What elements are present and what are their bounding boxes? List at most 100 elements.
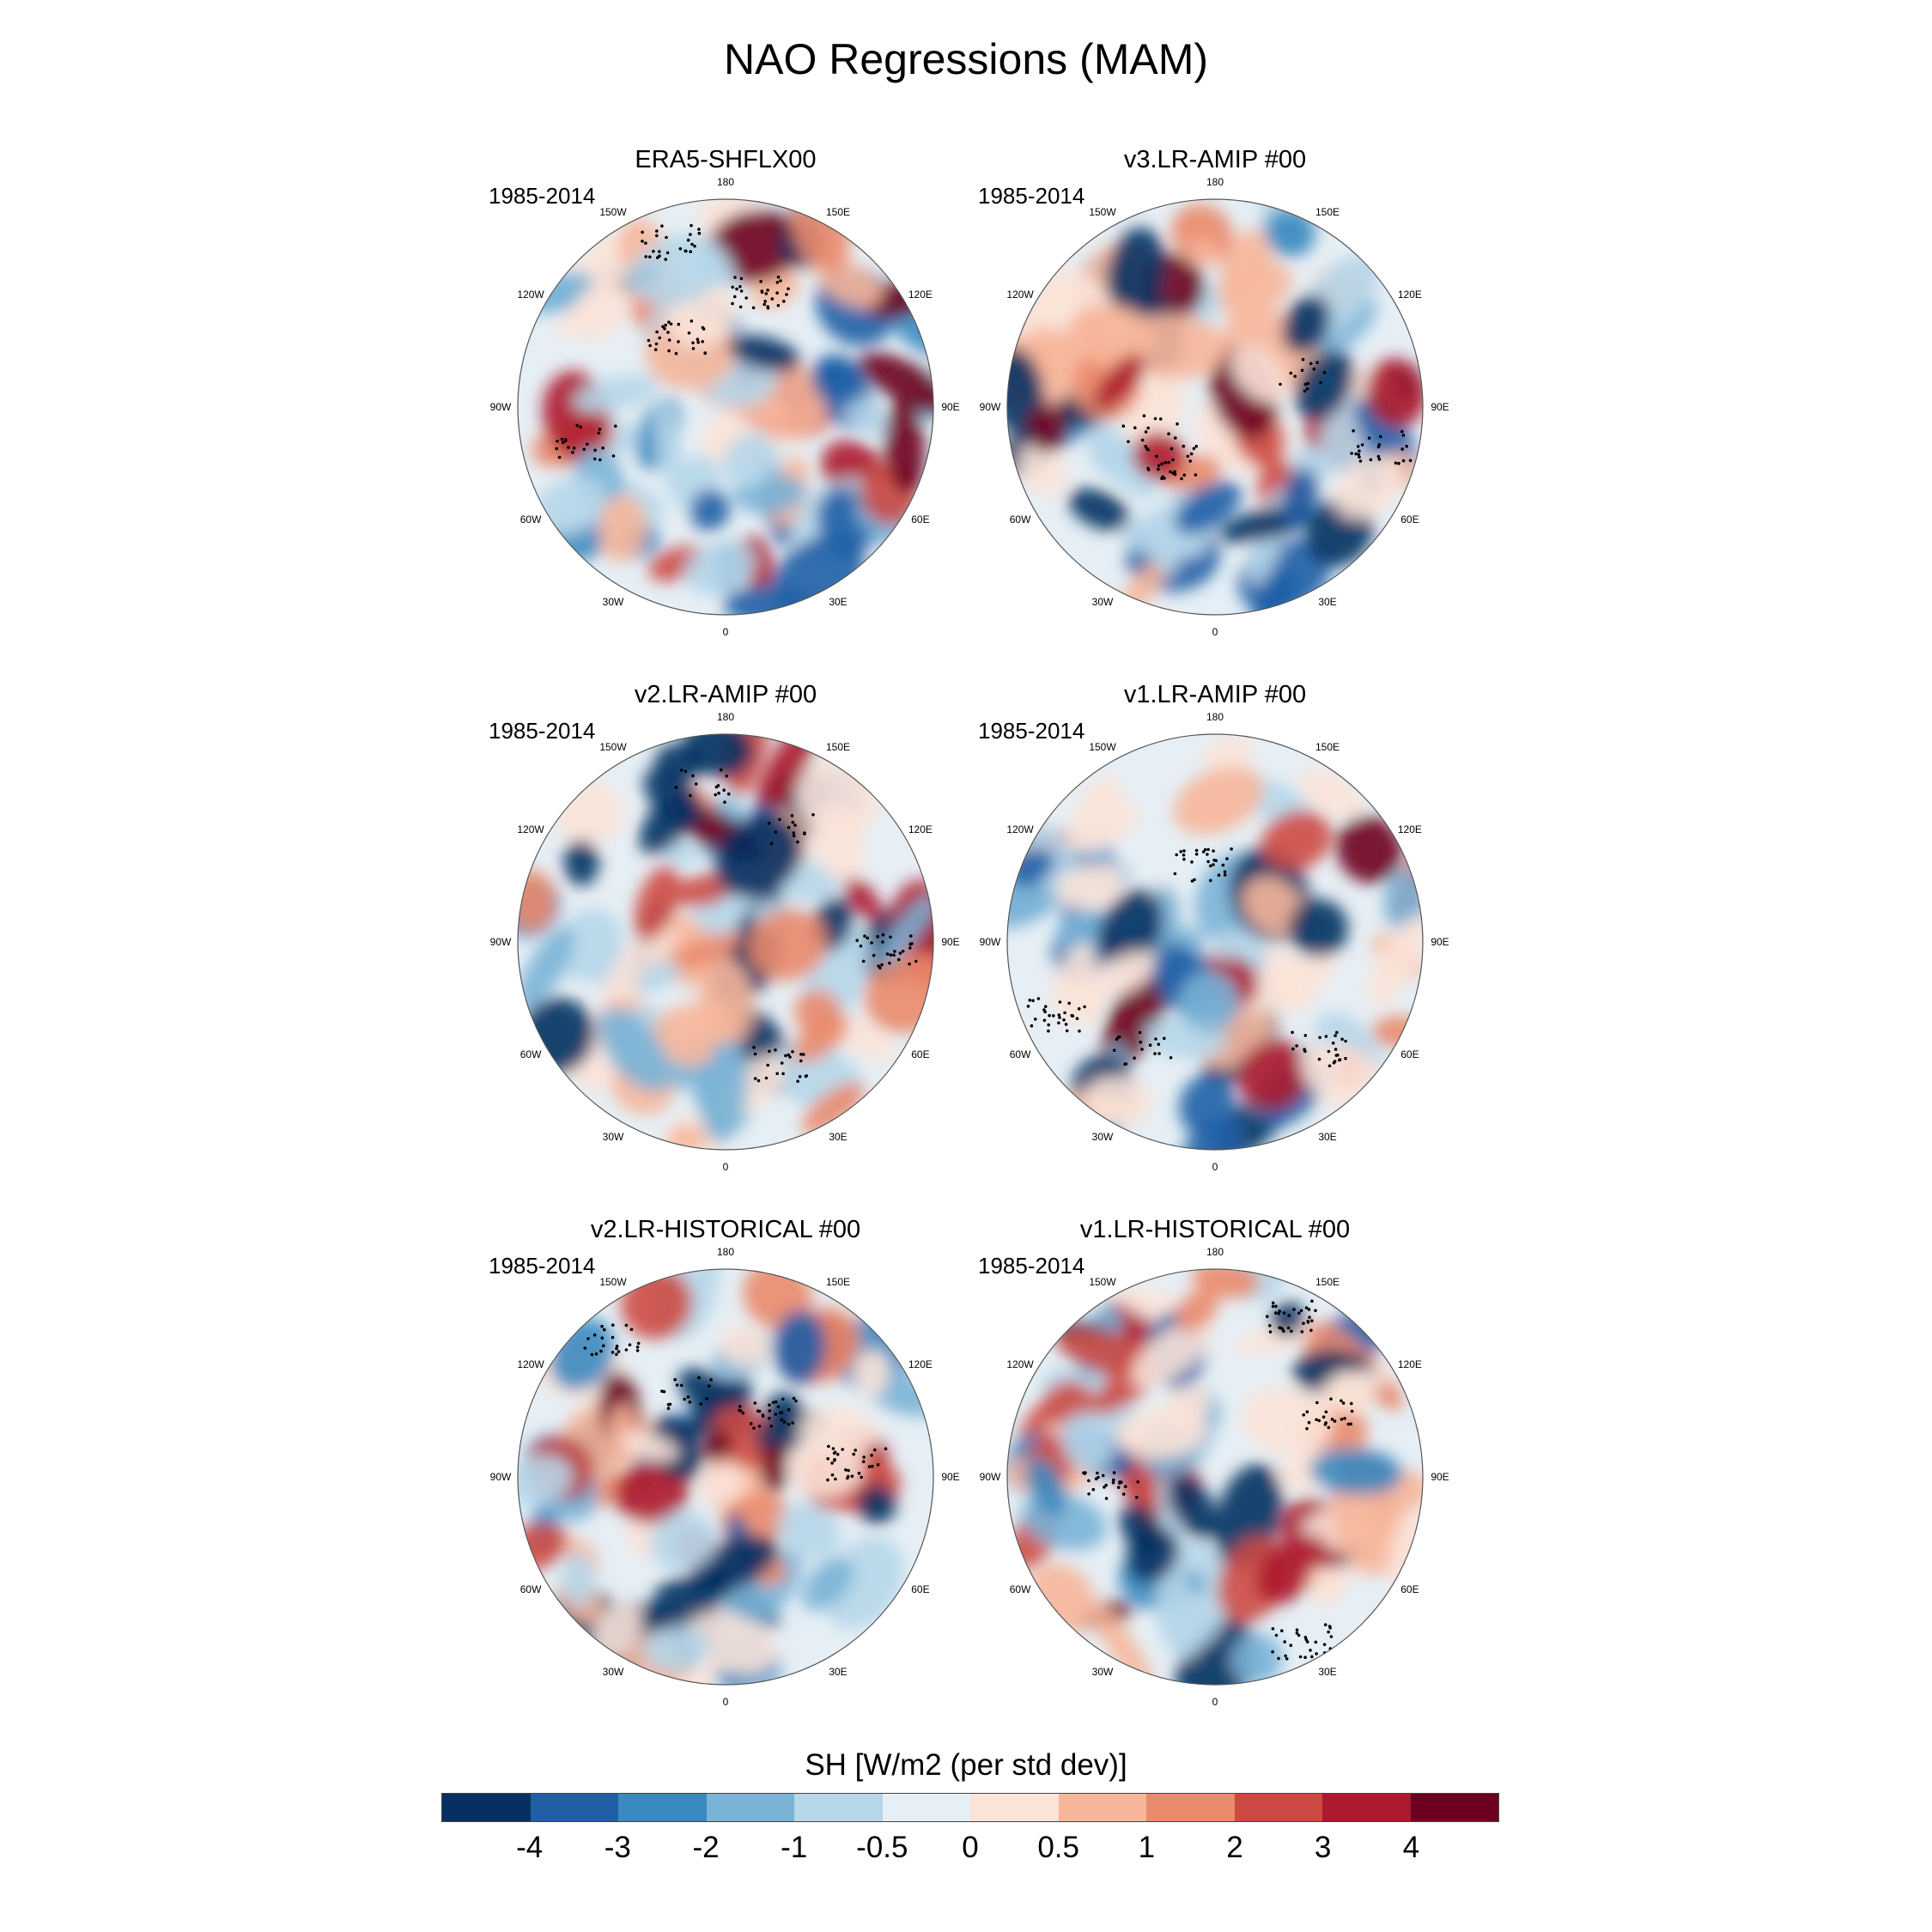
stipple-dot (586, 442, 589, 447)
anomaly-region (556, 261, 634, 341)
stipple-dot (1277, 1656, 1280, 1661)
stipple-dot (1394, 461, 1398, 465)
stipple-dot (1271, 1301, 1275, 1305)
stipple-dot (1036, 997, 1041, 1000)
stipple-dot (1173, 472, 1177, 477)
colorbar-tick-label: -3 (604, 1831, 631, 1864)
longitude-label: 180 (1206, 176, 1224, 188)
stipple-dot (1310, 1319, 1314, 1322)
stipple-dot (1322, 1643, 1327, 1646)
stipple-dot (1302, 1413, 1305, 1417)
longitude-label: 30E (829, 1131, 847, 1143)
anomaly-region (1179, 971, 1240, 1033)
stipple-dot (600, 1324, 604, 1328)
stipple-dot (1324, 1035, 1328, 1038)
longitude-label: 30W (1092, 1666, 1114, 1678)
stipple-dot (870, 941, 873, 945)
anomaly-region (1336, 816, 1402, 884)
anomaly-region (1281, 467, 1319, 528)
anomaly-region (1252, 568, 1298, 615)
stipple-dot (885, 952, 890, 956)
anomaly-region (1282, 295, 1331, 354)
stipple-dot (782, 1420, 787, 1424)
stipple-dot (739, 276, 744, 281)
stipple-dot (803, 831, 806, 835)
stipple-dot (1308, 1315, 1311, 1319)
stipple-dot (888, 961, 891, 965)
stipple-dot (1329, 1397, 1333, 1401)
stipple-dot (1221, 863, 1225, 867)
stipple-dot (590, 1352, 594, 1357)
stipple-dot (1144, 430, 1148, 434)
stipple-dot (1193, 878, 1196, 882)
stipple-dot (1324, 1410, 1328, 1414)
anomaly-region (793, 1014, 848, 1063)
map-border (1006, 733, 1424, 1151)
stipple-dot (1271, 1649, 1274, 1654)
longitude-label: 0 (1212, 626, 1218, 638)
stipple-dot (1171, 458, 1175, 462)
stipple-dot (714, 785, 719, 789)
anomaly-region (671, 932, 741, 969)
stipple-dot (1083, 1005, 1086, 1009)
stipple-dot (873, 1448, 877, 1452)
stipple-dot (1157, 1042, 1161, 1046)
stipple-dot (1048, 1013, 1051, 1018)
anomaly-region (655, 397, 683, 494)
anomaly-region (853, 1349, 890, 1397)
stipple-dot (582, 447, 586, 452)
stipple-dot (1077, 1007, 1081, 1011)
stipple-dot (1274, 1633, 1279, 1637)
stipple-dot (560, 437, 564, 441)
stipple-dot (846, 1476, 849, 1480)
stipple-dot (1357, 453, 1361, 457)
stipple-dot (1104, 1483, 1108, 1487)
stipple-dot (1140, 438, 1145, 442)
stipple-dot (691, 341, 695, 345)
longitude-label: 120E (1398, 1358, 1422, 1370)
stipple-dot (908, 946, 912, 950)
map-border (1006, 198, 1424, 616)
stipple-dot (1101, 1473, 1105, 1478)
stipple-dot (857, 1471, 861, 1475)
longitude-label: 150W (1089, 1276, 1116, 1288)
stipple-dot (1026, 1005, 1030, 1008)
stipple-dot (1274, 1311, 1278, 1315)
anomaly-region (1090, 1600, 1154, 1685)
stipple-dot (660, 224, 664, 228)
stipple-dot (751, 306, 756, 310)
stipple-dot (690, 319, 694, 323)
longitude-label: 60E (1400, 513, 1419, 526)
stipple-dot (684, 249, 688, 253)
stipple-dot (667, 349, 671, 353)
anomaly-region (1187, 240, 1219, 266)
stipple-dot (664, 258, 667, 261)
stipple-dot (790, 814, 794, 817)
stipple-dot (572, 447, 576, 450)
anomaly-region (634, 865, 680, 941)
map-border (517, 198, 934, 616)
stipple-dot (775, 1072, 779, 1076)
longitude-label: 120E (1398, 823, 1422, 835)
anomaly-region (878, 894, 933, 967)
stipple-dot (1315, 1400, 1319, 1405)
map-panel: ERA5-SHFLX00 1985-2014 180 150E 120E 90E 60E 30… (468, 146, 983, 638)
stipple-dot (629, 1327, 634, 1332)
panel-title: v3.LR-AMIP #00 (1123, 146, 1307, 173)
stipple-dot (1084, 1471, 1087, 1474)
colorbar-cell (442, 1794, 531, 1821)
stipple-dot (776, 304, 781, 307)
stipple-dot (1163, 1036, 1166, 1041)
stipple-dot (1314, 1309, 1317, 1313)
stipple-dot (691, 347, 696, 350)
stipple-dot (739, 289, 744, 293)
stipple-dot (567, 446, 570, 449)
stipple-dot (597, 431, 601, 435)
stipple-dot (778, 817, 781, 822)
longitude-label: 60W (520, 513, 542, 526)
stipple-dot (787, 825, 791, 829)
stipple-dot (1303, 1034, 1308, 1037)
map-panel: v2.LR-AMIP #00 1985-2014 180 150E 120E 90E 60E… (468, 681, 983, 1173)
stipple-dot (1306, 1319, 1310, 1323)
stipple-dot (780, 1418, 784, 1422)
